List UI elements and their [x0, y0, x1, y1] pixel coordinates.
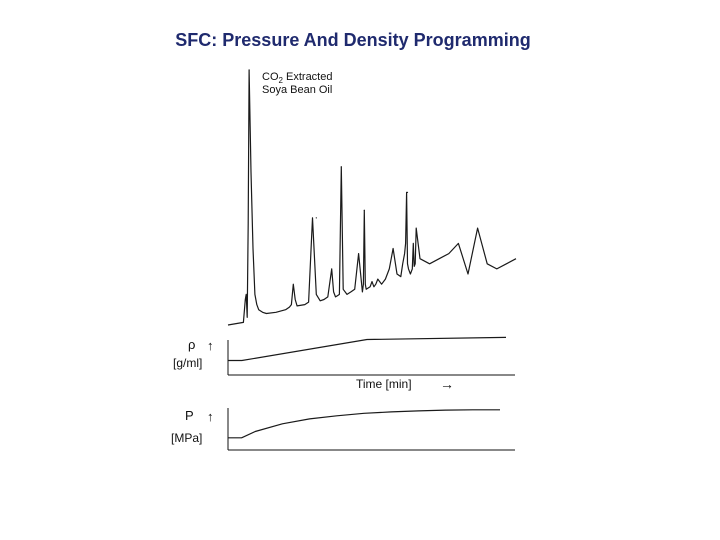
chromatogram-peak-2	[315, 217, 317, 219]
chromatogram-trace	[227, 69, 517, 326]
annotation-line-2: Soya Bean Oil	[262, 84, 332, 96]
pressure-curve	[228, 409, 500, 439]
density-x-label: Time [min]	[356, 377, 412, 391]
density-curve	[228, 336, 507, 362]
slide-title: SFC: Pressure And Density Programming	[175, 30, 531, 50]
chromatogram-peak-4	[363, 209, 365, 211]
chromatogram-peak-1	[248, 69, 250, 71]
density-panel: ρ ↑ [g/ml] Time [min] →	[173, 336, 515, 392]
annotation-line-1: CO2 Extracted	[262, 71, 332, 85]
density-curve-group	[228, 336, 507, 362]
chromatogram-plot	[227, 69, 517, 326]
density-y-arrow: ↑	[207, 338, 214, 353]
density-unit: [g/ml]	[173, 356, 202, 370]
density-x-arrow: →	[440, 376, 454, 392]
pressure-symbol: P	[185, 408, 194, 423]
pressure-y-arrow: ↑	[207, 409, 214, 424]
chromatogram-peak-5	[406, 191, 409, 193]
density-symbol: ρ	[188, 337, 195, 352]
pressure-unit: [MPa]	[171, 431, 202, 445]
pressure-panel: P ↑ [MPa]	[171, 408, 515, 451]
chromatogram-peak-3	[340, 166, 342, 168]
pressure-curve-group	[228, 409, 500, 439]
